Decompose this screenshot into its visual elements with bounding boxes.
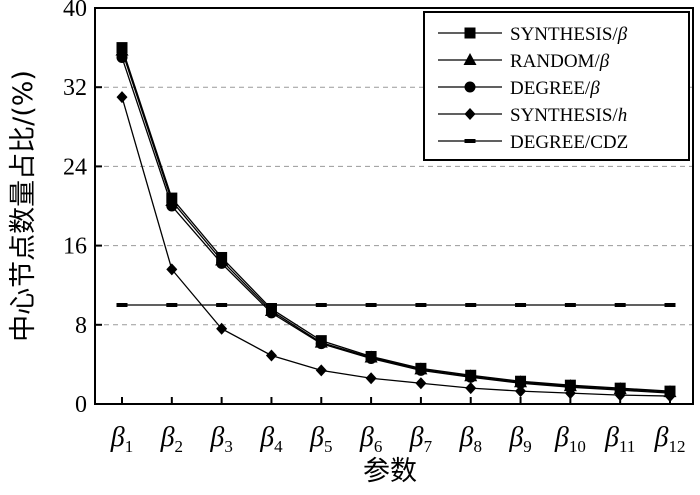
- series-synthesis-h: [116, 91, 676, 403]
- point-degree-cdz-3: [216, 303, 228, 307]
- point-degree-cdz-10: [564, 303, 576, 307]
- point-synthesis-h-10: [564, 387, 576, 400]
- point-degree-2: [166, 200, 178, 212]
- x-tick-label-8: β8: [459, 422, 482, 456]
- x-tick-label-9: β9: [508, 422, 531, 456]
- legend-label-degree: DEGREE/β: [510, 78, 600, 99]
- legend-marker-degree: [464, 81, 476, 93]
- x-tick-label-3: β3: [209, 422, 232, 456]
- y-tick-label-24: 24: [63, 154, 87, 180]
- legend-label-random: RANDOM/β: [510, 51, 610, 72]
- legend-label-synthesis-h: SYNTHESIS/h: [510, 105, 627, 126]
- point-synthesis-h-8: [465, 382, 477, 395]
- point-synthesis-h-4: [265, 349, 277, 362]
- series-layer: [115, 42, 677, 403]
- legend-label-degree-cdz: DEGREE/CDZ: [510, 132, 628, 153]
- series-degree-cdz: [116, 303, 676, 307]
- x-tick-label-10: β10: [554, 422, 586, 456]
- legend-label-synthesis: SYNTHESIS/β: [510, 24, 628, 45]
- x-tick-label-11: β11: [604, 422, 635, 456]
- legend-marker-random: [463, 53, 477, 65]
- series-line-degree: [121, 57, 671, 394]
- point-degree-cdz-5: [315, 303, 327, 307]
- point-degree-cdz-2: [166, 303, 178, 307]
- legend: SYNTHESIS/β RANDOM/β DEGREE/β SYNTHESIS/h DE…: [423, 11, 690, 161]
- point-synthesis-h-5: [315, 364, 327, 377]
- plot-frame: [94, 7, 694, 405]
- y-tick-label-0: 0: [75, 392, 87, 418]
- legend-marker-synthesis-h: [464, 108, 476, 120]
- point-degree-9: [515, 377, 527, 389]
- x-tick-label-2: β2: [160, 422, 183, 456]
- point-degree-cdz-12: [664, 303, 676, 307]
- point-degree-cdz-11: [614, 303, 626, 307]
- y-tick-label-8: 8: [75, 313, 87, 339]
- y-tick-label-32: 32: [63, 75, 87, 101]
- point-degree-cdz-4: [265, 303, 277, 307]
- point-synthesis-h-7: [415, 377, 427, 390]
- axis-layer: 0 8 16 24 32 40 β1 β2 β3 β4 β5 β6 β7 β8 β9 β10 β11 β12: [63, 0, 685, 456]
- point-synthesis-h-3: [216, 322, 228, 335]
- point-synthesis-h-6: [365, 372, 377, 385]
- point-synthesis-h-9: [515, 385, 527, 398]
- point-degree-cdz-9: [515, 303, 527, 307]
- point-synthesis-h-1: [116, 91, 128, 104]
- x-tick-label-1: β1: [110, 422, 133, 456]
- point-degree-8: [465, 371, 477, 383]
- point-degree-1: [116, 52, 128, 63]
- series-line-synthesis-h: [121, 96, 671, 397]
- y-axis-title: 中心节点数量占比/(%): [8, 70, 39, 342]
- point-synthesis-h-11: [614, 389, 626, 402]
- point-degree-3: [216, 257, 228, 269]
- point-degree-cdz-7: [415, 303, 427, 307]
- x-axis-title: 参数: [363, 456, 417, 487]
- x-tick-label-5: β5: [309, 422, 332, 456]
- legend-marker-degree-cdz: [464, 139, 476, 143]
- x-tick-label-4: β4: [259, 422, 283, 456]
- point-degree-cdz-8: [465, 303, 477, 307]
- x-tick-label-7: β7: [409, 422, 433, 456]
- point-degree-6: [365, 352, 377, 364]
- y-tick-label-16: 16: [63, 234, 87, 260]
- x-tick-label-12: β12: [654, 422, 686, 456]
- point-synthesis-h-2: [166, 263, 178, 276]
- point-degree-cdz-6: [365, 303, 377, 307]
- point-degree-cdz-1: [116, 303, 128, 307]
- point-degree-5: [315, 338, 327, 350]
- series-line-random: [121, 50, 671, 393]
- point-degree-7: [415, 364, 427, 376]
- point-random-1: [115, 43, 129, 56]
- y-tick-label-40: 40: [63, 0, 87, 22]
- x-tick-label-6: β6: [359, 422, 382, 456]
- point-synthesis-h-12: [664, 390, 676, 403]
- legend-marker-synthesis: [464, 27, 476, 39]
- series-line-synthesis: [121, 47, 671, 392]
- point-degree-4: [265, 307, 277, 319]
